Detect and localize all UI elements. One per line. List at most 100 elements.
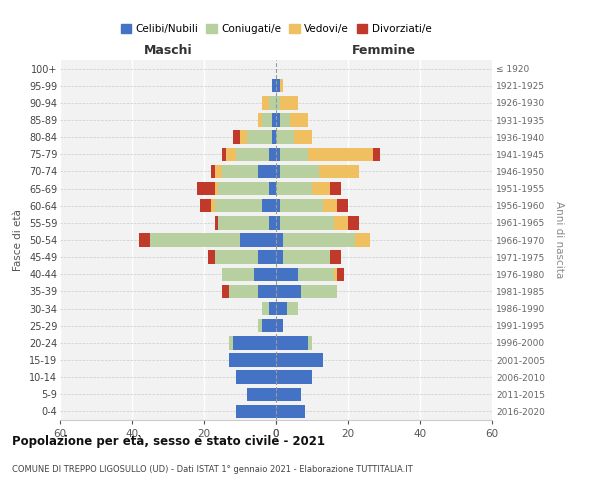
Bar bbox=[276, 79, 280, 92]
Bar bbox=[276, 302, 287, 316]
Bar bbox=[240, 234, 276, 246]
Bar bbox=[272, 130, 276, 144]
Y-axis label: Fasce di età: Fasce di età bbox=[13, 209, 23, 271]
Bar bbox=[276, 268, 298, 281]
Title: Femmine: Femmine bbox=[352, 44, 416, 58]
Bar bbox=[247, 388, 276, 401]
Bar bbox=[262, 199, 276, 212]
Bar bbox=[330, 182, 341, 196]
Bar bbox=[215, 250, 258, 264]
Bar bbox=[280, 114, 290, 126]
Bar bbox=[222, 148, 226, 161]
Bar bbox=[312, 182, 330, 196]
Bar bbox=[215, 182, 218, 196]
Bar bbox=[269, 148, 276, 161]
Bar bbox=[276, 404, 305, 418]
Bar bbox=[276, 148, 280, 161]
Bar bbox=[269, 96, 276, 110]
Bar bbox=[280, 164, 319, 178]
Bar bbox=[280, 96, 298, 110]
Bar bbox=[298, 268, 334, 281]
Bar bbox=[222, 284, 229, 298]
Bar bbox=[211, 199, 215, 212]
Bar bbox=[262, 302, 269, 316]
Bar bbox=[222, 268, 254, 281]
Bar bbox=[233, 130, 240, 144]
Bar bbox=[323, 199, 337, 212]
Bar bbox=[258, 114, 262, 126]
Bar bbox=[283, 234, 355, 246]
Bar bbox=[197, 182, 215, 196]
Bar bbox=[276, 216, 280, 230]
Bar bbox=[337, 199, 348, 212]
Bar bbox=[240, 130, 247, 144]
Bar bbox=[236, 404, 276, 418]
Bar bbox=[258, 164, 276, 178]
Bar bbox=[269, 302, 276, 316]
Bar bbox=[276, 388, 301, 401]
Bar bbox=[222, 164, 258, 178]
Bar bbox=[229, 354, 276, 366]
Bar bbox=[258, 250, 276, 264]
Bar bbox=[229, 336, 233, 349]
Bar bbox=[211, 164, 215, 178]
Bar bbox=[308, 336, 312, 349]
Bar bbox=[258, 284, 276, 298]
Legend: Celibi/Nubili, Coniugati/e, Vedovi/e, Divorziati/e: Celibi/Nubili, Coniugati/e, Vedovi/e, Di… bbox=[116, 20, 436, 38]
Bar bbox=[208, 250, 215, 264]
Bar bbox=[254, 268, 276, 281]
Bar bbox=[276, 284, 301, 298]
Bar bbox=[287, 302, 298, 316]
Bar bbox=[276, 370, 312, 384]
Bar bbox=[276, 164, 280, 178]
Bar bbox=[247, 130, 272, 144]
Bar bbox=[348, 216, 359, 230]
Bar bbox=[258, 319, 262, 332]
Bar bbox=[215, 164, 222, 178]
Bar bbox=[276, 96, 280, 110]
Bar bbox=[280, 148, 308, 161]
Bar bbox=[276, 182, 312, 196]
Bar bbox=[262, 114, 272, 126]
Bar bbox=[373, 148, 380, 161]
Bar bbox=[276, 354, 323, 366]
Bar bbox=[334, 216, 348, 230]
Bar bbox=[276, 199, 280, 212]
Bar bbox=[269, 216, 276, 230]
Bar bbox=[355, 234, 370, 246]
Bar bbox=[334, 268, 337, 281]
Text: Popolazione per età, sesso e stato civile - 2021: Popolazione per età, sesso e stato civil… bbox=[12, 435, 325, 448]
Bar bbox=[233, 336, 276, 349]
Bar bbox=[337, 268, 344, 281]
Bar bbox=[276, 336, 308, 349]
Bar bbox=[272, 114, 276, 126]
Bar bbox=[276, 319, 283, 332]
Bar bbox=[236, 370, 276, 384]
Bar bbox=[308, 148, 373, 161]
Bar bbox=[276, 114, 280, 126]
Bar bbox=[262, 96, 269, 110]
Bar bbox=[276, 130, 294, 144]
Bar bbox=[280, 199, 323, 212]
Bar bbox=[139, 234, 150, 246]
Bar bbox=[276, 250, 283, 264]
Bar bbox=[215, 199, 262, 212]
Text: COMUNE DI TREPPO LIGOSULLO (UD) - Dati ISTAT 1° gennaio 2021 - Elaborazione TUTT: COMUNE DI TREPPO LIGOSULLO (UD) - Dati I… bbox=[12, 465, 413, 474]
Bar bbox=[301, 284, 337, 298]
Bar bbox=[262, 319, 276, 332]
Bar bbox=[290, 114, 308, 126]
Bar bbox=[218, 182, 269, 196]
Title: Maschi: Maschi bbox=[143, 44, 193, 58]
Bar bbox=[280, 79, 283, 92]
Bar bbox=[218, 216, 269, 230]
Bar bbox=[215, 216, 218, 230]
Bar bbox=[294, 130, 312, 144]
Y-axis label: Anni di nascita: Anni di nascita bbox=[554, 202, 565, 278]
Bar bbox=[330, 250, 341, 264]
Bar bbox=[283, 250, 330, 264]
Bar bbox=[272, 79, 276, 92]
Bar bbox=[150, 234, 240, 246]
Bar bbox=[229, 284, 258, 298]
Bar bbox=[200, 199, 211, 212]
Bar bbox=[276, 234, 283, 246]
